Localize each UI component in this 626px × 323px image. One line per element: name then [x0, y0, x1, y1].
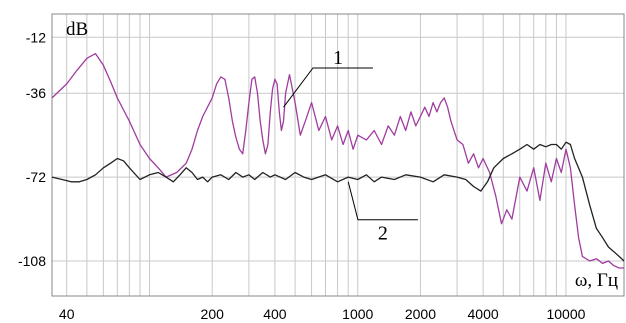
callout-layer: 12 [283, 47, 418, 245]
y-tick-label: -12 [26, 29, 46, 45]
callout-label-2: 2 [378, 223, 388, 245]
y-tick-label: -72 [26, 169, 46, 185]
tick-layer: 40 200 400 1000 2000 4000 10000 -12 -36 -72 -108 [18, 29, 586, 322]
grid [51, 13, 625, 297]
x-tick-label: 4000 [468, 306, 499, 322]
plot-frame [51, 13, 625, 297]
y-axis-label: dB [66, 19, 88, 40]
x-tick-label: 200 [201, 306, 225, 322]
callout-label-1: 1 [333, 47, 343, 69]
callout-leader-1 [283, 67, 373, 108]
x-tick-label: 400 [263, 306, 287, 322]
y-tick-label: -108 [18, 253, 46, 269]
y-tick-label: -36 [26, 85, 46, 101]
x-tick-label: 1000 [342, 306, 373, 322]
x-tick-label: 2000 [405, 306, 436, 322]
series-line-1 [51, 52, 624, 269]
x-tick-label: 10000 [546, 306, 585, 322]
callout-leader-2 [347, 181, 418, 221]
series-line-2 [51, 141, 625, 262]
x-tick-label: 40 [59, 306, 75, 322]
series-layer [51, 52, 625, 269]
x-axis-label: ω, Гц [575, 270, 618, 291]
